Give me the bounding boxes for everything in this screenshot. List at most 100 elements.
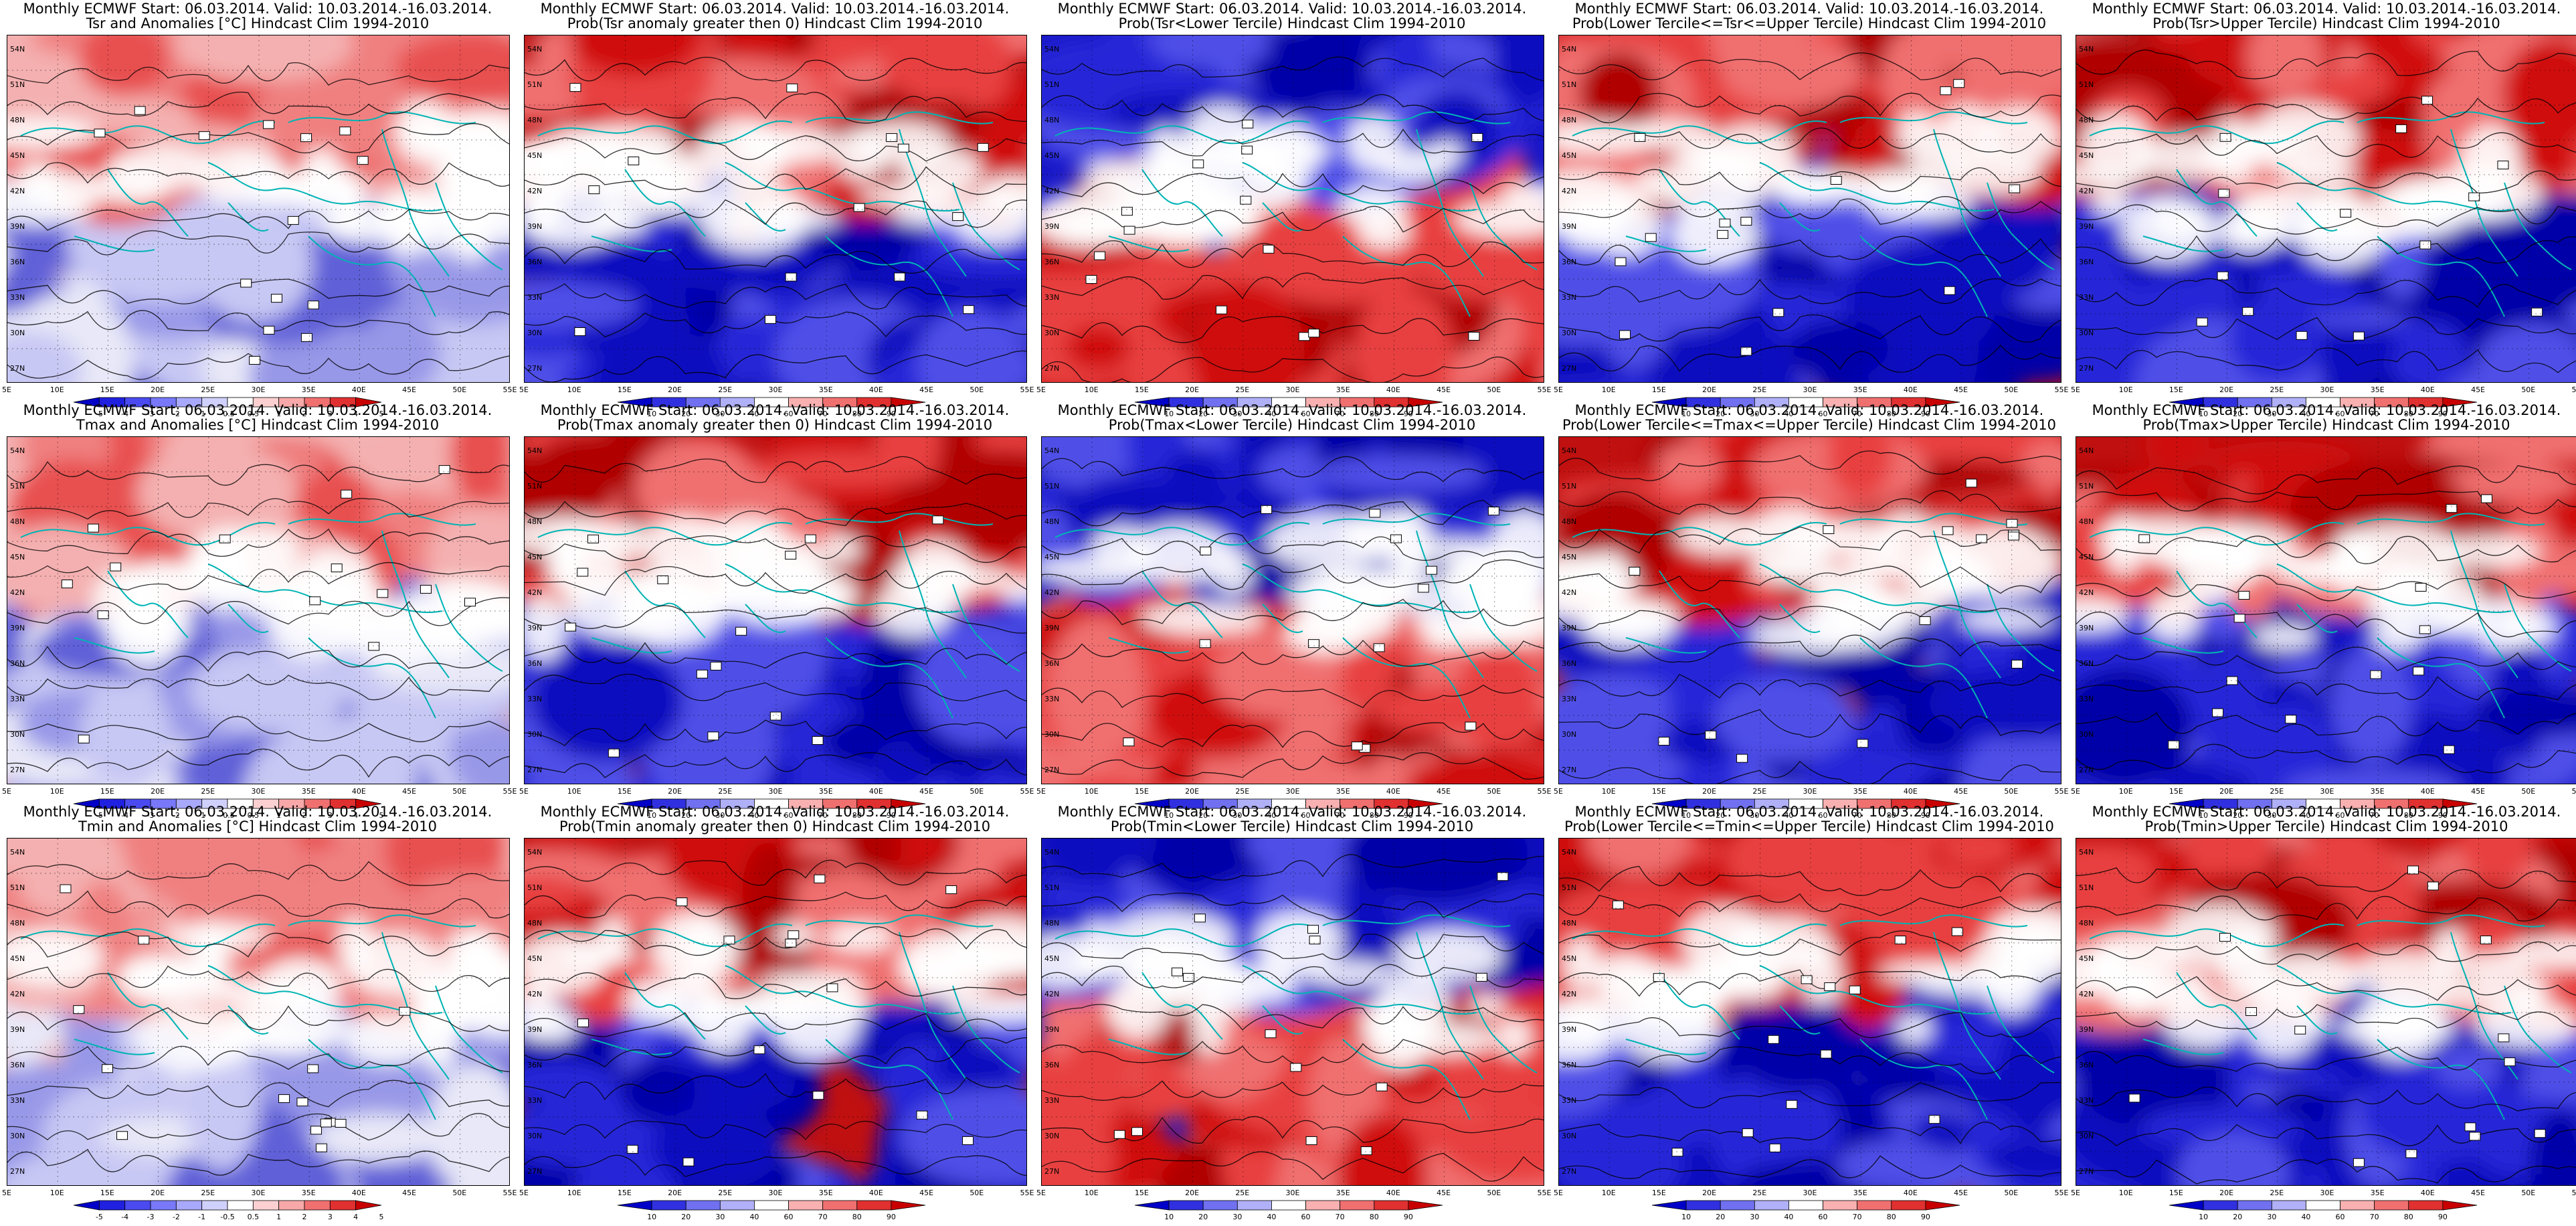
lon-label: 10E — [567, 385, 581, 394]
lat-label: 30N — [2079, 329, 2094, 337]
lat-label: 51N — [527, 482, 542, 491]
colorbar-swatch — [1408, 798, 1443, 809]
colorbar-label: 70 — [2370, 410, 2379, 418]
lat-label: 39N — [527, 1025, 542, 1034]
panel-title-line1: Monthly ECMWF Start: 06.03.2014. Valid: … — [540, 804, 1010, 820]
lat-label: 36N — [10, 659, 25, 668]
panel-title-line1: Monthly ECMWF Start: 06.03.2014. Valid: … — [23, 804, 492, 820]
colorbar-label: 3 — [328, 1213, 333, 1221]
map-panel: Monthly ECMWF Start: 06.03.2014. Valid: … — [517, 0, 1034, 418]
colorbar-label: 30 — [715, 410, 725, 418]
lat-label: 48N — [1044, 517, 1059, 526]
lat-label: 33N — [1044, 1096, 1059, 1105]
lat-label: 36N — [2079, 1061, 2094, 1069]
colorbar-label: 70 — [1853, 811, 1862, 820]
panel-title-line2: Tmax and Anomalies [°C] Hindcast Clim 19… — [76, 417, 440, 433]
lat-label: 45N — [1562, 553, 1576, 561]
panel-title-line1: Monthly ECMWF Start: 06.03.2014. Valid: … — [1574, 804, 2044, 820]
colorbar-svg: 10 20 30 40 60 70 80 90 — [1134, 798, 1443, 820]
lon-label: 45E — [1437, 385, 1451, 394]
lon-label: 45E — [919, 1189, 933, 1197]
colorbar-label: 40 — [1267, 410, 1276, 418]
lon-label: 30E — [1803, 1189, 1817, 1197]
map-svg: 54N 51N 48N 45N 42N 39N 36N 33N 30N 27N — [1042, 437, 1544, 784]
lat-label: 51N — [1044, 482, 1059, 491]
lon-label: 35E — [302, 385, 316, 394]
colorbar-label: 60 — [1301, 1213, 1311, 1221]
colorbar-label: 3 — [328, 410, 333, 418]
colorbar-label: -2 — [173, 410, 180, 418]
lon-label: 30E — [252, 787, 266, 796]
colorbar-svg: 10 20 30 40 60 70 80 90 — [1651, 798, 1960, 820]
lat-label: 42N — [1562, 187, 1576, 195]
colorbar-label: 20 — [2233, 410, 2242, 418]
lat-label: 27N — [1044, 1167, 1059, 1176]
lon-label: 55E — [2572, 385, 2576, 394]
map-panel: Monthly ECMWF Start: 06.03.2014. Valid: … — [1034, 402, 1551, 820]
lon-label: 40E — [1904, 385, 1918, 394]
colorbar: 10 20 30 40 60 70 80 90 — [517, 798, 1032, 824]
lat-label: 54N — [527, 848, 542, 857]
lon-label: 5E — [2071, 385, 2080, 394]
lat-label: 48N — [1044, 116, 1059, 124]
colorbar-swatch — [891, 1200, 926, 1211]
colorbar-swatch — [304, 1200, 331, 1211]
lat-label: 42N — [1562, 588, 1576, 597]
panel-title-line1: Monthly ECMWF Start: 06.03.2014. Valid: … — [2092, 402, 2561, 418]
lat-label: 45N — [527, 954, 542, 963]
lon-label: 30E — [2320, 385, 2334, 394]
lat-label: 27N — [527, 1167, 542, 1176]
colorbar-label: 5 — [379, 1213, 384, 1221]
lat-label: 51N — [2079, 482, 2094, 491]
forecast-map: 54N 51N 48N 45N 42N 39N 36N 33N 30N 27N — [1558, 436, 2061, 784]
lon-label: 25E — [1752, 1189, 1766, 1197]
colorbar-label: -3 — [147, 410, 155, 418]
lat-label: 39N — [10, 624, 25, 632]
colorbar-label: 4 — [353, 1213, 358, 1221]
lat-label: 45N — [1044, 553, 1059, 561]
lon-label: 35E — [819, 385, 833, 394]
lon-label: 20E — [1185, 1189, 1199, 1197]
lat-label: 42N — [2079, 187, 2094, 195]
colorbar-label: 60 — [2336, 410, 2345, 418]
lon-label: 30E — [769, 1189, 783, 1197]
colorbar-swatch — [754, 1200, 789, 1211]
panel-title-line2: Prob(Tmin anomaly greater then 0) Hindca… — [559, 818, 991, 835]
colorbar-label: -4 — [121, 410, 128, 418]
lon-label: 25E — [718, 787, 732, 796]
colorbar-label: 40 — [2301, 1213, 2310, 1221]
colorbar-label: 90 — [887, 811, 896, 820]
lon-label: 15E — [2169, 1189, 2183, 1197]
map-svg: 54N 51N 48N 45N 42N 39N 36N 33N 30N 27N — [525, 839, 1026, 1185]
panel-title-line1: Monthly ECMWF Start: 06.03.2014. Valid: … — [23, 1, 492, 17]
colorbar-label: 90 — [1921, 811, 1930, 820]
lon-label: 35E — [1853, 787, 1867, 796]
colorbar-label: 90 — [887, 1213, 896, 1221]
colorbar-label: 90 — [2438, 1213, 2448, 1221]
lon-label: 20E — [668, 1189, 682, 1197]
lat-label: 30N — [2079, 1132, 2094, 1140]
colorbar-swatch — [355, 798, 382, 809]
lat-label: 48N — [10, 517, 25, 526]
lon-label: 10E — [2119, 787, 2133, 796]
lon-label: 35E — [1853, 1189, 1867, 1197]
colorbar: 10 20 30 40 60 70 80 90 — [517, 1199, 1032, 1226]
lon-label: 35E — [302, 1189, 316, 1197]
forecast-map: 54N 51N 48N 45N 42N 39N 36N 33N 30N 27N — [1041, 436, 1544, 784]
lon-label: 10E — [1085, 1189, 1099, 1197]
lat-label: 27N — [1562, 766, 1576, 774]
lat-label: 33N — [1562, 1096, 1576, 1105]
lat-label: 27N — [527, 766, 542, 774]
forecast-map: 54N 51N 48N 45N 42N 39N 36N 33N 30N 27N — [1558, 838, 2061, 1186]
lon-label: 40E — [1386, 787, 1400, 796]
colorbar-label: 2 — [302, 811, 307, 820]
colorbar-label: 60 — [784, 811, 794, 820]
colorbar-swatch — [1340, 1200, 1375, 1211]
colorbar: 10 20 30 40 60 70 80 90 — [2069, 396, 2576, 423]
lon-label: 35E — [819, 1189, 833, 1197]
lon-label: 5E — [2, 1189, 11, 1197]
lat-label: 33N — [1562, 293, 1576, 302]
lat-label: 48N — [1562, 116, 1576, 124]
colorbar-label: 5 — [379, 811, 384, 820]
lon-label: 35E — [2371, 385, 2385, 394]
